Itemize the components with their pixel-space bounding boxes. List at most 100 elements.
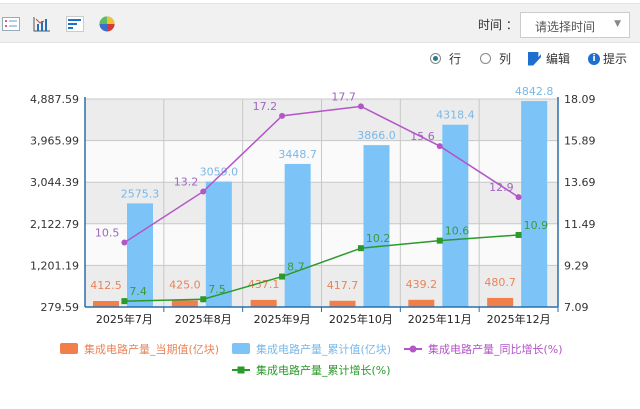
point-label: 15.6 (410, 130, 435, 143)
line-point (279, 273, 286, 280)
x-tick-label: 2025年8月 (175, 312, 232, 326)
bar (205, 181, 232, 307)
bar-label: 437.1 (248, 278, 280, 291)
row-label: 行 (449, 52, 462, 66)
legend-label: 集成电路产量_同比增长(%) (428, 342, 563, 356)
point-label: 17.2 (253, 100, 278, 113)
right-tick-label: 7.09 (564, 301, 589, 314)
x-tick-label: 2025年10月 (329, 312, 393, 326)
grid-band (85, 99, 558, 141)
point-label: 17.7 (331, 90, 356, 103)
line-point (357, 103, 364, 110)
legend-marker (409, 345, 417, 353)
left-tick-label: 3,044.39 (30, 176, 79, 189)
bar (487, 297, 514, 307)
point-label: 10.6 (445, 225, 470, 238)
bar (171, 300, 198, 307)
pie-chart-icon[interactable] (98, 16, 116, 32)
right-tick-label: 13.69 (564, 176, 596, 189)
point-label: 10.2 (366, 232, 391, 245)
left-tick-label: 2,122.79 (30, 218, 79, 231)
line-point (200, 188, 207, 195)
bar-label: 425.0 (169, 278, 201, 291)
x-tick-label: 2025年7月 (96, 312, 153, 326)
x-tick-label: 2025年9月 (254, 312, 311, 326)
left-tick-label: 279.59 (41, 301, 80, 314)
bar-label: 2575.3 (121, 187, 160, 200)
bar-label: 480.7 (484, 276, 516, 289)
line-point (121, 239, 128, 246)
bar (408, 299, 435, 307)
series-line (124, 234, 519, 302)
bar (127, 203, 153, 307)
bar-label: 417.7 (327, 279, 359, 292)
col-label: 列 (499, 52, 512, 66)
bar-label: 3448.7 (278, 148, 317, 161)
bar-label: 439.2 (406, 278, 438, 291)
row-option[interactable]: 行 (430, 50, 461, 67)
line-point (200, 296, 207, 303)
edit-icon (528, 51, 541, 66)
line-point (436, 237, 443, 244)
toolbar: 时间 ： 请选择时间 ▼ (0, 3, 640, 43)
right-tick-label: 9.29 (564, 259, 589, 272)
point-label: 8.7 (287, 261, 305, 274)
line-point (515, 194, 522, 201)
line-point (357, 245, 364, 252)
grid-band (85, 140, 558, 183)
bar-label: 4842.8 (515, 85, 554, 98)
legend-marker (237, 366, 245, 374)
time-label: 时间 ： (478, 18, 518, 32)
line-point (121, 298, 128, 305)
legend-swatch (60, 343, 78, 354)
right-tick-label: 15.89 (564, 135, 596, 148)
grid-band (85, 265, 558, 307)
legend-label: 集成电路产量_累计增长(%) (256, 363, 391, 377)
legend-label: 集成电路产量_累计值(亿块) (256, 342, 391, 356)
bar (93, 301, 119, 307)
line-point (515, 231, 522, 238)
bar (329, 300, 356, 307)
tip-button[interactable]: i 提示 (588, 50, 627, 67)
point-label: 13.2 (174, 175, 199, 188)
left-tick-label: 3,965.99 (30, 135, 79, 148)
bar-label: 3866.0 (357, 129, 396, 142)
bar (442, 124, 469, 308)
point-label: 7.5 (208, 283, 226, 296)
time-select[interactable]: 请选择时间 ▼ (520, 12, 630, 38)
bar (363, 145, 390, 307)
grid-band (85, 182, 558, 224)
bar-label: 3059.0 (200, 166, 239, 179)
bar-chart-icon[interactable] (33, 16, 51, 32)
horizontal-bar-icon[interactable] (66, 16, 84, 32)
left-tick-label: 4,887.59 (30, 93, 79, 106)
x-tick-label: 2025年11月 (408, 312, 472, 326)
point-label: 10.5 (95, 227, 120, 240)
edit-label: 编辑 (546, 52, 571, 66)
bar (250, 299, 277, 307)
x-tick-label: 2025年12月 (487, 312, 551, 326)
legend-label: 集成电路产量_当期值(亿块) (84, 342, 219, 356)
time-select-value: 请选择时间 (535, 20, 596, 34)
line-point (436, 143, 443, 150)
info-icon: i (588, 52, 600, 65)
col-radio[interactable] (480, 53, 491, 64)
bar (284, 163, 311, 307)
point-label: 10.9 (524, 219, 549, 232)
right-tick-label: 11.49 (564, 218, 596, 231)
tip-label: 提示 (603, 52, 628, 66)
left-tick-label: 1,201.19 (30, 259, 79, 272)
point-label: 7.4 (129, 285, 147, 298)
right-tick-label: 18.09 (564, 93, 596, 106)
list-icon[interactable] (2, 16, 20, 32)
row-radio[interactable] (430, 53, 441, 64)
col-option[interactable]: 列 (480, 50, 511, 67)
bar (521, 101, 548, 307)
edit-button[interactable]: 编辑 (528, 50, 570, 67)
legend-swatch (232, 343, 250, 354)
series-line (124, 105, 519, 244)
chevron-down-icon: ▼ (614, 19, 621, 29)
grid-band (85, 223, 558, 266)
bar-label: 4318.4 (436, 109, 475, 122)
line-point (279, 112, 286, 119)
